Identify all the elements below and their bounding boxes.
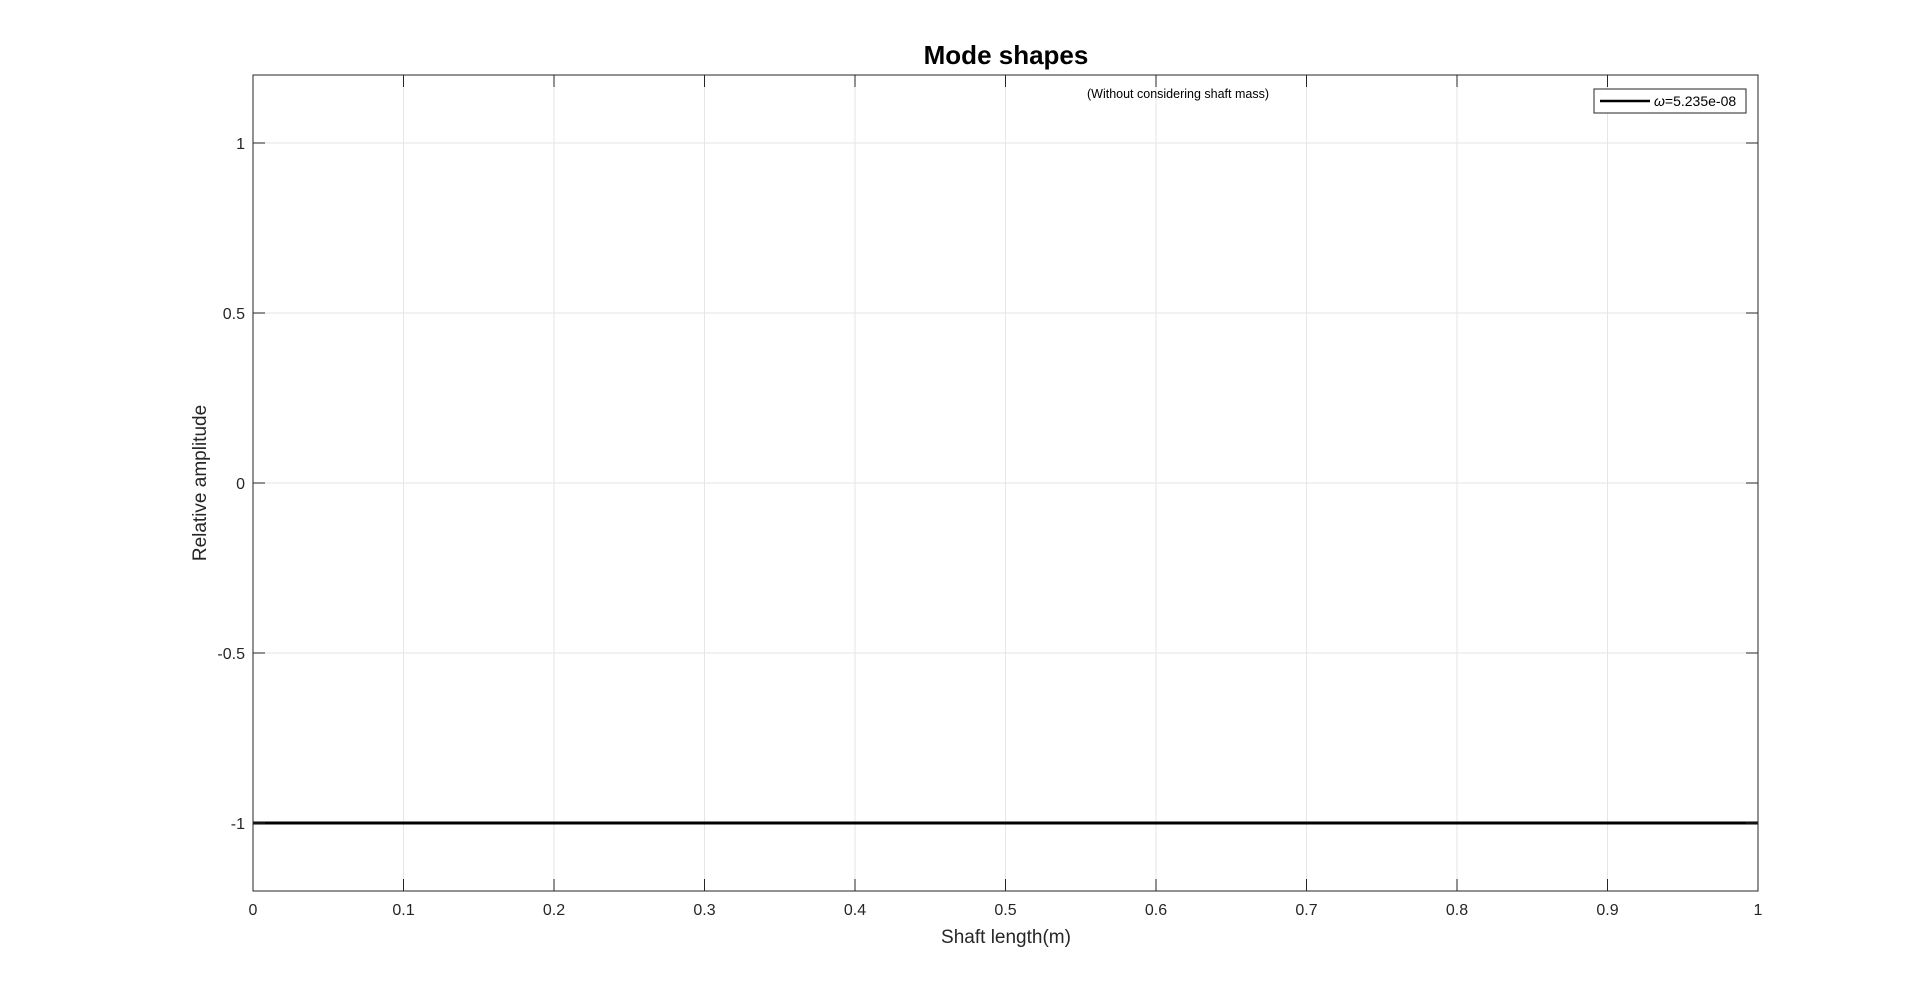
x-tick-label: 0.7 [1295, 902, 1317, 919]
y-tick-label: -1 [231, 816, 245, 833]
x-tick-label: 1 [1754, 902, 1763, 919]
x-axis-label: Shaft length(m) [941, 927, 1071, 948]
y-tick-label: 0 [236, 476, 245, 493]
legend-value: =5.235e-08 [1665, 93, 1736, 109]
axis-ticks: 0 0.1 0.2 0.3 0.4 0.5 0.6 0.7 0.8 0.9 1 -1 -0.5 0 0.5 1 [217, 75, 1763, 919]
x-tick-label: 0.2 [543, 902, 565, 919]
y-axis-label: Relative amplitude [190, 405, 211, 561]
y-tick-label: -0.5 [217, 646, 245, 663]
chart-annotation: (Without considering shaft mass) [1087, 87, 1269, 101]
x-tick-label: 0.5 [994, 902, 1016, 919]
x-tick-label: 0.4 [844, 902, 866, 919]
x-tick-label: 0.9 [1596, 902, 1618, 919]
x-tick-label: 0 [249, 902, 258, 919]
y-tick-label: 1 [236, 136, 245, 153]
x-tick-label: 0.8 [1446, 902, 1468, 919]
chart-title: Mode shapes [924, 40, 1089, 70]
y-tick-label: 0.5 [223, 306, 245, 323]
x-tick-label: 0.6 [1145, 902, 1167, 919]
legend[interactable]: ω=5.235e-08 [1593, 88, 1747, 114]
x-tick-label: 0.3 [693, 902, 715, 919]
plot-frame [252, 74, 1759, 892]
legend-label: ω=5.235e-08 [1654, 93, 1736, 109]
x-tick-label: 0.1 [392, 902, 414, 919]
legend-symbol: ω [1654, 93, 1665, 109]
